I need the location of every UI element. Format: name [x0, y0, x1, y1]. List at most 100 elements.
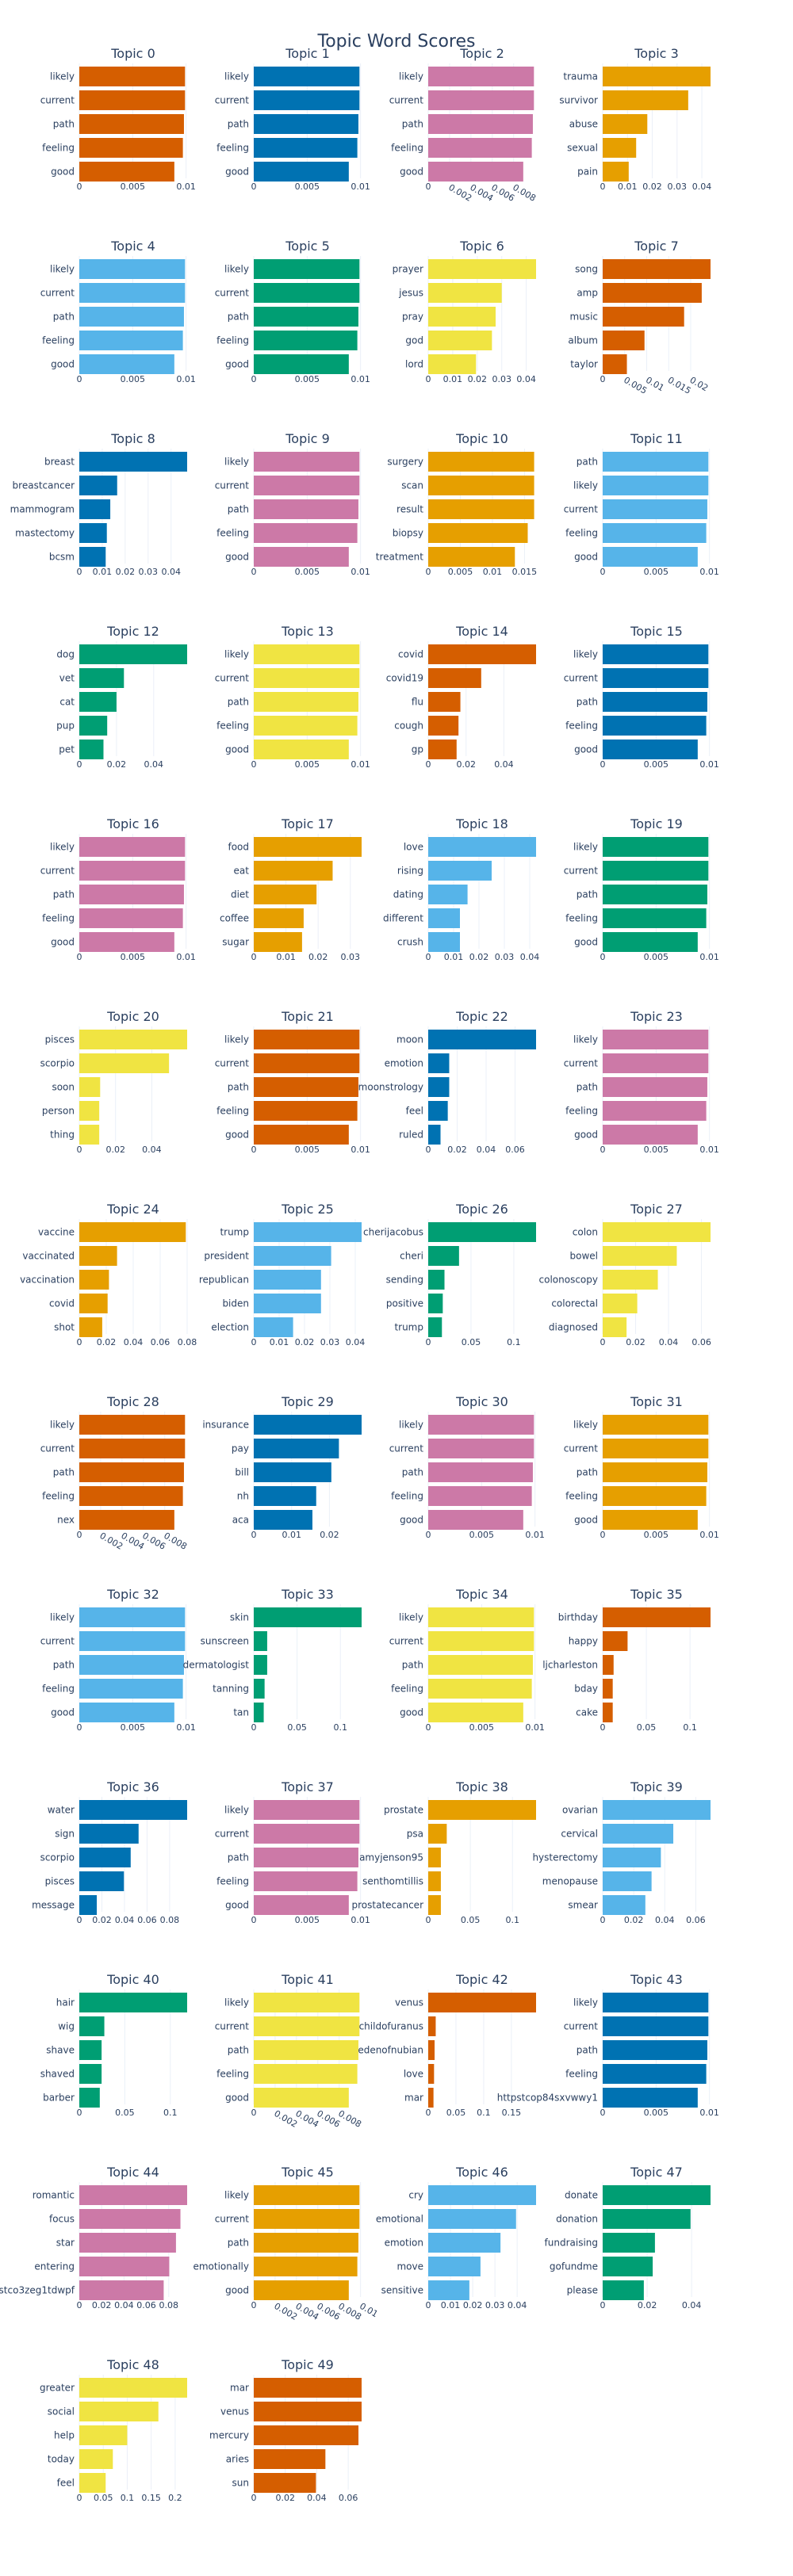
x-tick-label: 0.01 [276, 952, 296, 962]
topic-chart-svg: Topic 35 birthday happy ljcharleston bday cak… [542, 1587, 711, 1733]
x-tick-label: 0.03 [495, 952, 515, 962]
subplot-title: Topic 11 [630, 431, 683, 446]
bar-label: current [40, 95, 75, 106]
x-tick-label: 0.04 [161, 567, 181, 577]
bar [428, 1993, 536, 2012]
bar [254, 1101, 358, 1121]
bar-label: covid19 [386, 673, 423, 684]
subplot-title: Topic 28 [106, 1394, 159, 1409]
bar [603, 932, 698, 952]
bar [254, 885, 317, 904]
bar [603, 668, 709, 688]
x-tick-label: 0.03 [492, 374, 511, 384]
topic-chart: Topic 14 covid covid19 flu cough gp 0 0.02 0.04 [386, 621, 587, 788]
x-tick-label: 0.02 [92, 2300, 112, 2310]
x-tick-label: 0.01 [699, 1530, 719, 1540]
bar [254, 523, 358, 543]
bar [603, 1270, 658, 1290]
x-tick-label: 0.01 [441, 2300, 461, 2310]
bar-label: cough [394, 720, 423, 732]
x-tick-label: 0.002 [272, 2108, 299, 2130]
bar [79, 1993, 187, 2012]
bar [254, 2016, 360, 2036]
bar [254, 547, 349, 567]
x-tick-label: 0.005 [121, 952, 146, 962]
x-tick-label: 0.02 [469, 952, 489, 962]
bar-label: bowel [570, 1251, 599, 1262]
x-tick-label: 0.04 [655, 1915, 675, 1925]
subplot-title: Topic 39 [630, 1779, 683, 1794]
bar-label: likely [50, 264, 75, 275]
bar [603, 1317, 627, 1337]
x-tick-label: 0.03 [139, 567, 159, 577]
topic-chart: Topic 20 pisces scorpio soon person thing 0 0.0… [40, 1007, 238, 1173]
x-tick-label: 0.05 [462, 1337, 481, 1347]
bar [79, 1800, 187, 1820]
bar [428, 1848, 441, 1867]
bar [254, 162, 349, 182]
subplot-title: Topic 9 [285, 431, 330, 446]
bar-label: good [225, 1900, 249, 1911]
bar-label: hysterectomy [532, 1852, 598, 1863]
topic-chart: Topic 28 likely current path feeling nex 0 0.00… [40, 1392, 238, 1558]
bar [79, 259, 186, 279]
x-tick-label: 0.01 [525, 1722, 545, 1733]
subplot-title: Topic 3 [634, 46, 679, 61]
topic-chart: Topic 27 colon bowel colonoscopy colorectal d… [539, 1199, 761, 1366]
x-tick-label: 0.02 [468, 374, 488, 384]
bar [79, 861, 186, 881]
bar [79, 932, 174, 952]
bar [79, 1703, 174, 1722]
x-tick-label: 0.01 [699, 1145, 719, 1155]
bar [428, 2016, 436, 2036]
bar [254, 1607, 362, 1627]
bar-label: sunscreen [201, 1636, 249, 1647]
bar [254, 1125, 349, 1145]
bar [428, 283, 502, 303]
topic-chart: Topic 11 path likely current feeling good 0 0.0… [564, 429, 761, 595]
bar [254, 1462, 331, 1482]
topic-chart: Topic 36 water sign scorpio pisces message 0 0.… [32, 1777, 238, 1943]
bar-label: breast [44, 457, 75, 468]
bar [603, 67, 711, 86]
bar-label: coffee [220, 913, 249, 924]
x-tick-label: 0.01 [351, 374, 370, 384]
x-tick-label: 0.01 [618, 182, 638, 192]
bar-label: current [40, 1636, 75, 1647]
x-tick-label: 0.2 [168, 2493, 182, 2503]
bar-label: emotionally [193, 2261, 249, 2272]
bar [79, 2233, 176, 2253]
bar [254, 692, 358, 712]
topic-chart: Topic 6 prayer jesus pray god lord 0 0.01 0.02 0.… [393, 236, 587, 403]
bar [79, 837, 186, 857]
topic-chart: Topic 19 likely current path feeling good 0 0.0… [564, 814, 761, 980]
bar-label: current [215, 1058, 250, 1069]
bar-label: current [40, 866, 75, 877]
subplot-title: Topic 22 [455, 1009, 508, 1024]
bar [603, 499, 707, 519]
bar [79, 2064, 102, 2084]
bar-label: donate [565, 2190, 598, 2201]
x-tick-label: 0 [77, 2108, 82, 2118]
topic-chart: Topic 43 likely current path feeling httpstco… [497, 1970, 761, 2136]
x-tick-label: 0.02 [308, 952, 328, 962]
x-tick-label: 0.04 [115, 1915, 135, 1925]
x-tick-label: 0.005 [121, 182, 146, 192]
bar [79, 2402, 159, 2421]
topic-chart: Topic 45 likely current path emotionally good… [193, 2162, 412, 2329]
bar [79, 692, 117, 712]
bar [603, 1510, 698, 1530]
bar-label: entering [34, 2261, 75, 2272]
bar [79, 162, 174, 182]
bar [603, 1030, 709, 1049]
bar [79, 2257, 170, 2276]
bar [428, 2040, 435, 2060]
subplot-title: Topic 31 [630, 1394, 683, 1409]
x-tick-label: 0.01 [699, 952, 719, 962]
bar-label: path [577, 457, 598, 468]
